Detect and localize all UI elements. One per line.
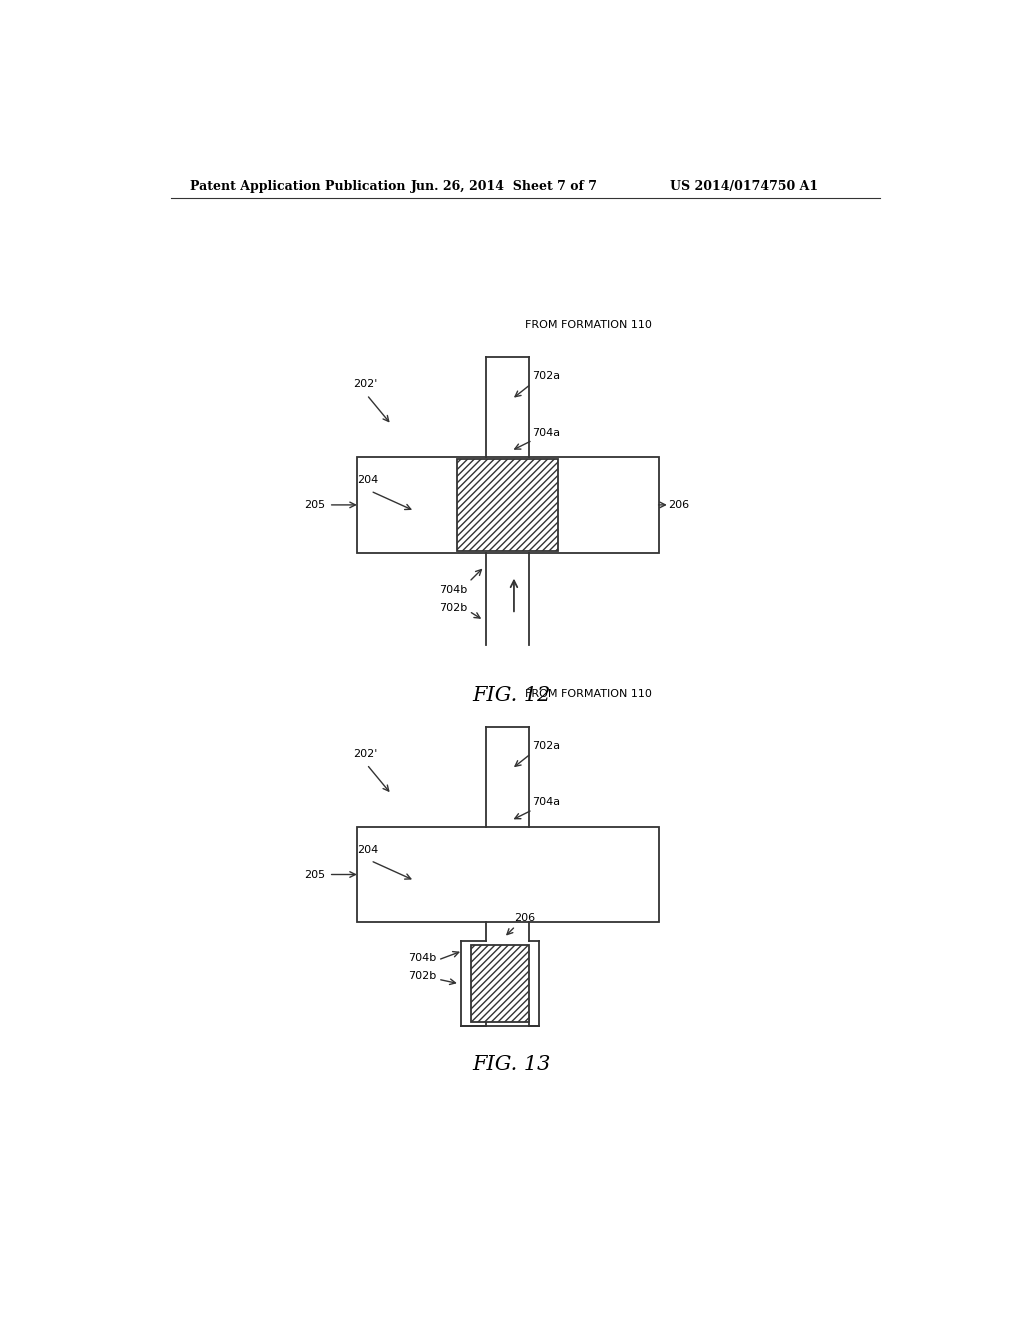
Text: 202': 202' bbox=[352, 748, 377, 759]
Text: 702b: 702b bbox=[409, 972, 437, 981]
Text: FROM FORMATION 110: FROM FORMATION 110 bbox=[524, 319, 651, 330]
Text: 204: 204 bbox=[356, 475, 378, 486]
Text: 204: 204 bbox=[356, 845, 378, 855]
Text: US 2014/0174750 A1: US 2014/0174750 A1 bbox=[671, 181, 818, 194]
Text: 702b: 702b bbox=[439, 603, 468, 612]
Text: FIG. 12: FIG. 12 bbox=[472, 685, 551, 705]
Text: 702a: 702a bbox=[532, 371, 561, 381]
Text: FROM FORMATION 110: FROM FORMATION 110 bbox=[524, 689, 651, 700]
Text: 206: 206 bbox=[514, 913, 536, 924]
Text: 704b: 704b bbox=[439, 585, 468, 594]
Text: 704b: 704b bbox=[409, 953, 437, 964]
Text: 205: 205 bbox=[304, 870, 325, 879]
Text: 704a: 704a bbox=[532, 797, 561, 807]
Bar bbox=[356, 826, 658, 923]
Bar bbox=[458, 459, 558, 552]
Text: Jun. 26, 2014  Sheet 7 of 7: Jun. 26, 2014 Sheet 7 of 7 bbox=[411, 181, 598, 194]
Text: 206: 206 bbox=[669, 500, 689, 510]
Bar bbox=[356, 457, 658, 553]
Bar bbox=[471, 945, 529, 1022]
Text: 202': 202' bbox=[352, 379, 377, 389]
Text: FIG. 13: FIG. 13 bbox=[472, 1055, 551, 1074]
Text: 702a: 702a bbox=[532, 741, 561, 751]
Text: 205: 205 bbox=[304, 500, 325, 510]
Text: 704a: 704a bbox=[532, 428, 561, 437]
Text: Patent Application Publication: Patent Application Publication bbox=[190, 181, 406, 194]
